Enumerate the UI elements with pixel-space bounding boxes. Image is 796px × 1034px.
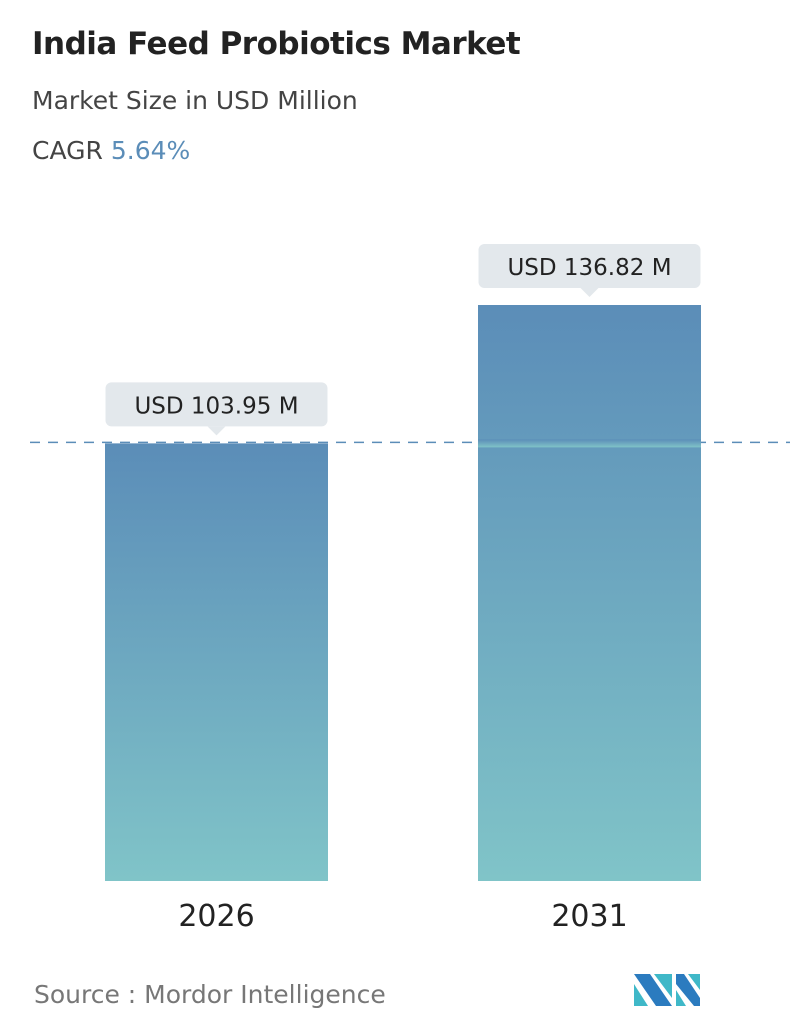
cagr: CAGR 5.64% <box>32 136 190 165</box>
x-tick-label: 2026 <box>178 899 254 934</box>
data-label: USD 136.82 M <box>507 255 671 281</box>
data-label-bubble <box>478 244 701 288</box>
data-label: USD 103.95 M <box>134 393 298 419</box>
cagr-value: 5.64% <box>110 136 191 165</box>
bar-mask <box>478 439 701 448</box>
cagr-label: CAGR <box>32 136 103 165</box>
data-label-pointer <box>580 288 599 297</box>
data-label-bubble <box>105 382 328 427</box>
chart-title: India Feed Probiotics Market <box>32 26 521 62</box>
bar-2031 <box>478 305 701 881</box>
bar-2026 <box>105 443 328 881</box>
chart-subtitle: Market Size in USD Million <box>32 86 358 115</box>
data-label-pointer <box>207 426 226 436</box>
x-tick-label: 2031 <box>551 899 627 934</box>
source-text: Source : Mordor Intelligence <box>34 980 386 1009</box>
